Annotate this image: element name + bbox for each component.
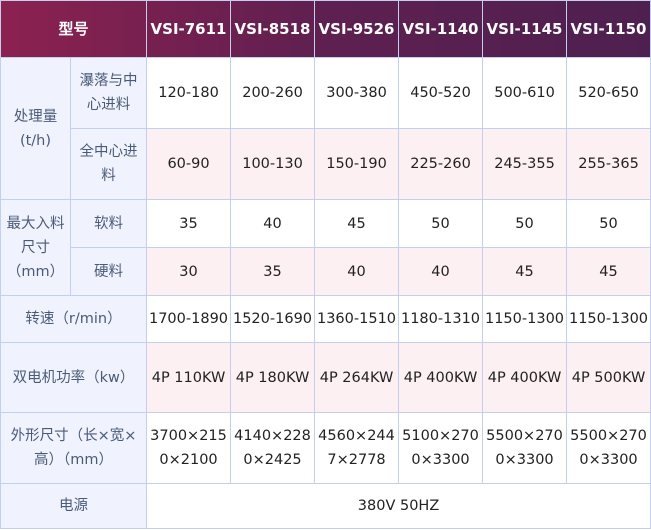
cell: 50 [398, 199, 484, 248]
cell: 45 [482, 247, 568, 296]
cell: 5500×2700×3300 [566, 412, 651, 484]
cell: 60-90 [146, 128, 232, 200]
cell: 45 [566, 247, 651, 296]
cell: 50 [482, 199, 568, 248]
cell: 45 [314, 199, 400, 248]
cell: 35 [146, 199, 232, 248]
cell: 50 [566, 199, 651, 248]
dimensions-label: 外形尺寸（长×宽×高）（mm） [0, 412, 148, 484]
cell: 4P 264KW [314, 342, 400, 413]
model-header: VSI-1150 [566, 0, 651, 58]
table-row: 双电机功率（kw） 4P 110KW 4P 180KW 4P 264KW 4P … [0, 342, 651, 413]
cell: 200-260 [230, 57, 316, 129]
capacity-label: 处理量(t/h) [0, 57, 71, 200]
cell: 1520-1690 [230, 295, 316, 343]
cell: 225-260 [398, 128, 484, 200]
cell: 520-650 [566, 57, 651, 129]
model-header: VSI-1140 [398, 0, 484, 58]
model-header: VSI-8518 [230, 0, 316, 58]
cell: 150-190 [314, 128, 400, 200]
table-row: 外形尺寸（长×宽×高）（mm） 3700×2150×2100 4140×2280… [0, 412, 651, 484]
cell: 40 [398, 247, 484, 296]
cell: 100-130 [230, 128, 316, 200]
cell: 4P 500KW [566, 342, 651, 413]
row-label: 瀑落与中心进料 [69, 57, 148, 129]
table-row: 处理量(t/h) 瀑落与中心进料 120-180 200-260 300-380… [0, 57, 651, 200]
cell: 30 [146, 247, 232, 296]
cell: 120-180 [146, 57, 232, 129]
table-row: 全中心进料 60-90 100-130 150-190 225-260 245-… [1, 128, 651, 200]
cell: 3700×2150×2100 [146, 412, 232, 484]
cell: 1700-1890 [146, 295, 232, 343]
cell: 4P 110KW [146, 342, 232, 413]
cell: 35 [230, 247, 316, 296]
row-label: 软料 [69, 199, 148, 248]
cell: 4P 400KW [482, 342, 568, 413]
row-label: 全中心进料 [69, 128, 148, 200]
power-source-value: 380V 50HZ [146, 483, 651, 529]
table-row: 转速（r/min） 1700-1890 1520-1690 1360-1510 … [0, 295, 651, 343]
cell: 1360-1510 [314, 295, 400, 343]
row-label: 硬料 [69, 247, 148, 296]
cell: 1180-1310 [398, 295, 484, 343]
power-source-label: 电源 [0, 483, 148, 529]
cell: 40 [230, 199, 316, 248]
power-label: 双电机功率（kw） [0, 342, 148, 413]
header-row: 型号 VSI-7611 VSI-8518 VSI-9526 VSI-1140 V… [0, 0, 651, 58]
cell: 4560×2447×2778 [314, 412, 400, 484]
table-row: 电源 380V 50HZ [0, 483, 651, 529]
cell: 500-610 [482, 57, 568, 129]
cell: 300-380 [314, 57, 400, 129]
cell: 1150-1300 [482, 295, 568, 343]
model-header: VSI-9526 [314, 0, 400, 58]
cell: 4P 180KW [230, 342, 316, 413]
model-header: 型号 [0, 0, 148, 58]
cell: 245-355 [482, 128, 568, 200]
cell: 5500×2700×3300 [482, 412, 568, 484]
speed-label: 转速（r/min） [0, 295, 148, 343]
model-header: VSI-7611 [146, 0, 232, 58]
table-row: 最大入料尺寸（mm） 软料 35 40 45 50 50 50 [0, 199, 651, 296]
cell: 1150-1300 [566, 295, 651, 343]
cell: 40 [314, 247, 400, 296]
cell: 5100×2700×3300 [398, 412, 484, 484]
cell: 4140×2280×2425 [230, 412, 316, 484]
model-header: VSI-1145 [482, 0, 568, 58]
cell: 255-365 [566, 128, 651, 200]
cell: 4P 400KW [398, 342, 484, 413]
table-row: 硬料 30 35 40 40 45 45 [1, 247, 651, 296]
cell: 450-520 [398, 57, 484, 129]
feed-size-label: 最大入料尺寸（mm） [0, 199, 71, 296]
